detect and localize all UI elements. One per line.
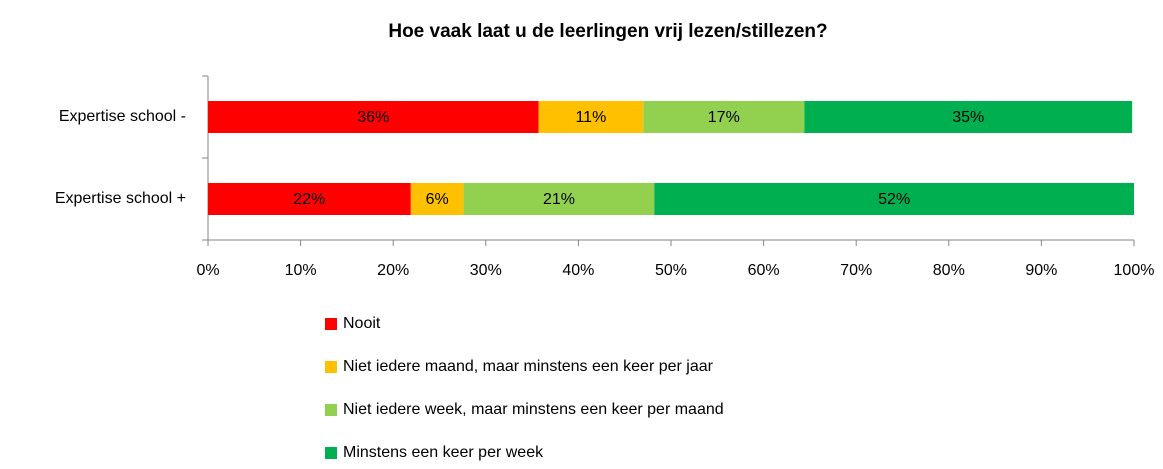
category-label: Expertise school - xyxy=(59,108,186,125)
chart-title: Hoe vaak laat u de leerlingen vrij lezen… xyxy=(388,21,827,42)
data-label: 35% xyxy=(952,109,984,126)
legend-swatch xyxy=(325,447,337,459)
data-label: 17% xyxy=(708,109,740,126)
bar-segment xyxy=(463,183,655,215)
legend-label: Nooit xyxy=(343,315,381,332)
bar-segment xyxy=(208,183,411,215)
x-tick-label: 60% xyxy=(748,262,780,279)
x-tick-label: 50% xyxy=(655,262,687,279)
category-label: Expertise school + xyxy=(55,190,186,207)
bar-segment xyxy=(538,101,644,133)
bar-segment xyxy=(654,183,1134,215)
x-tick-label: 30% xyxy=(470,262,502,279)
bar-segment xyxy=(208,101,539,133)
legend-label: Niet iedere maand, maar minstens een kee… xyxy=(343,358,714,375)
x-tick-label: 100% xyxy=(1114,262,1155,279)
x-tick-label: 70% xyxy=(840,262,872,279)
x-tick-label: 20% xyxy=(377,262,409,279)
legend-swatch xyxy=(325,361,337,373)
bar-segment xyxy=(804,101,1133,133)
x-tick-label: 0% xyxy=(196,262,219,279)
data-label: 21% xyxy=(543,191,575,208)
legend-label: Minstens een keer per week xyxy=(343,444,544,461)
bar-segment xyxy=(410,183,464,215)
x-tick-label: 80% xyxy=(933,262,965,279)
data-label: 22% xyxy=(293,191,325,208)
x-tick-label: 40% xyxy=(562,262,594,279)
bar-segment xyxy=(643,101,805,133)
x-tick-label: 10% xyxy=(285,262,317,279)
data-label: 6% xyxy=(426,191,449,208)
legend-swatch xyxy=(325,318,337,330)
x-tick-label: 90% xyxy=(1025,262,1057,279)
data-label: 36% xyxy=(357,109,389,126)
legend-swatch xyxy=(325,404,337,416)
data-label: 52% xyxy=(878,191,910,208)
legend-label: Niet iedere week, maar minstens een keer… xyxy=(343,401,724,418)
data-label: 11% xyxy=(575,109,606,126)
